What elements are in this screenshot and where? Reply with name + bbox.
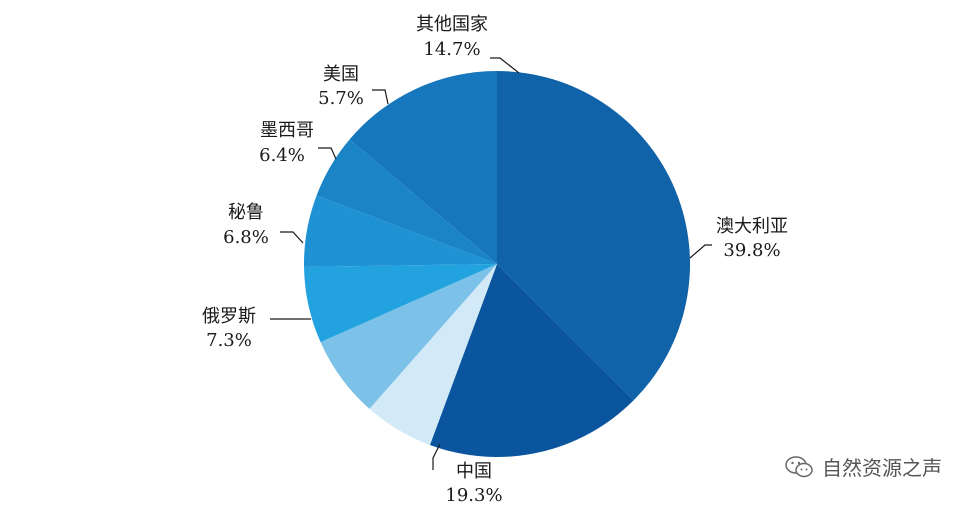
pie-slice [320, 264, 497, 409]
watermark: 自然资源之声 [784, 452, 942, 481]
pie-slice [304, 195, 497, 267]
leader-line [490, 57, 520, 74]
slice-value-label: 14.7% [423, 39, 480, 60]
leader-line [318, 147, 337, 160]
pie-slice [349, 71, 497, 264]
leader-line [372, 89, 389, 105]
slice-value-label: 6.4% [259, 145, 305, 166]
pie-slice [497, 71, 690, 401]
slice-value-label: 5.7% [318, 88, 364, 109]
slice-name-label: 澳大利亚 [716, 216, 788, 237]
pie-slice [429, 264, 634, 458]
slice-name-label: 美国 [323, 64, 359, 85]
slice-value-label: 39.8% [723, 240, 780, 261]
pie-slice [369, 264, 497, 445]
slice-name-label: 墨西哥 [260, 120, 314, 141]
slice-name-label: 中国 [456, 461, 492, 482]
pie-labels: 澳大利亚 39.8% 中国 19.3% 俄罗斯 7.3% 秘鲁 6.8% 墨西哥 6.4% 美国 5.… [202, 14, 788, 506]
slice-value-label: 7.3% [206, 330, 252, 351]
slice-name-label: 其他国家 [416, 14, 488, 35]
wechat-icon [785, 455, 813, 477]
leader-line [689, 244, 712, 259]
pie-slices [304, 71, 690, 458]
leader-line [432, 443, 441, 470]
pie-slice [316, 139, 497, 264]
slice-name-label: 秘鲁 [228, 202, 264, 223]
slice-value-label: 19.3% [445, 485, 502, 506]
pie-slice [304, 264, 497, 343]
slice-name-label: 俄罗斯 [202, 306, 256, 327]
watermark-text: 自然资源之声 [822, 456, 942, 480]
leader-line [280, 231, 304, 244]
slice-value-label: 6.8% [223, 227, 269, 248]
